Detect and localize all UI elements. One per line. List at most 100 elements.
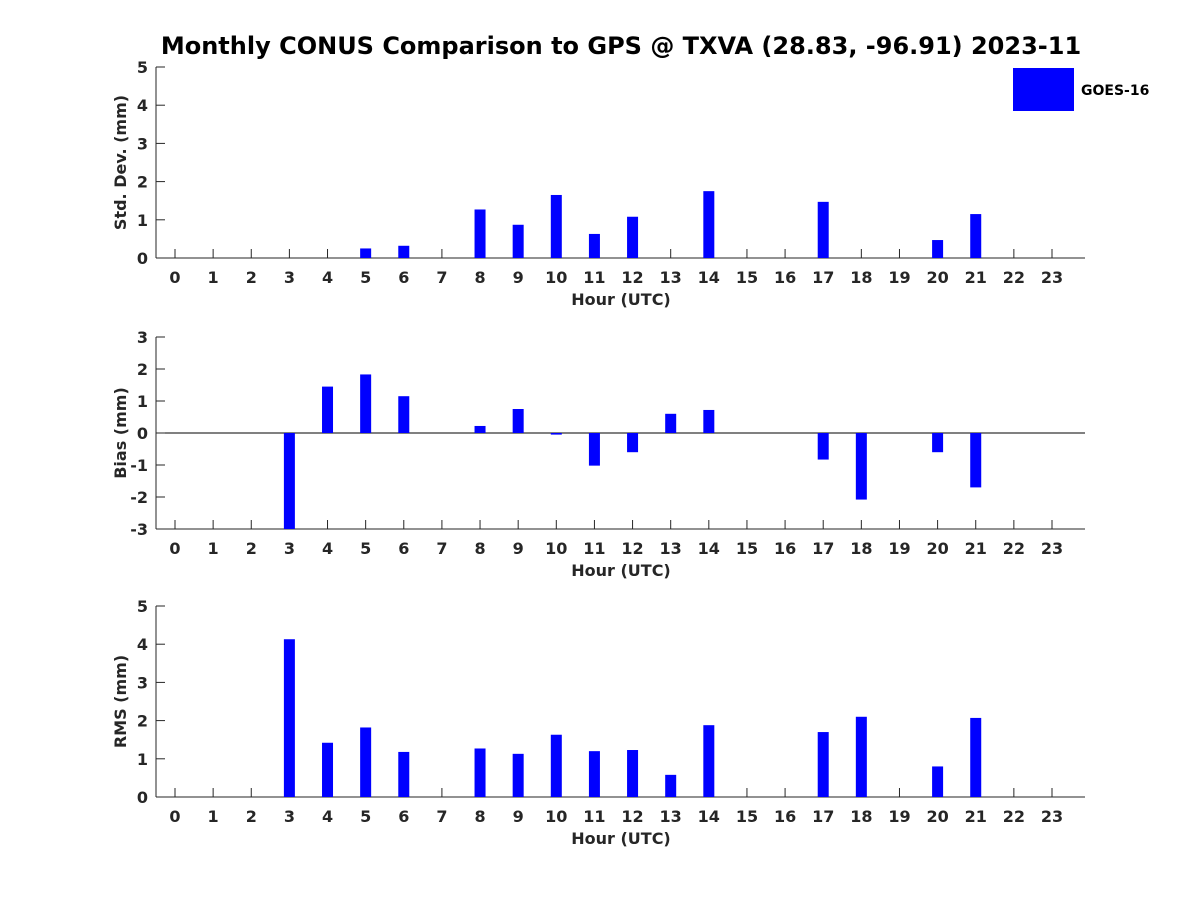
bar-hour-11 bbox=[588, 233, 600, 258]
bar-hour-17 bbox=[817, 201, 829, 258]
x-tick-label: 9 bbox=[513, 807, 524, 826]
x-tick-label: 16 bbox=[774, 807, 796, 826]
x-tick-label: 9 bbox=[513, 268, 524, 287]
x-tick-label: 2 bbox=[246, 807, 257, 826]
x-tick-label: 9 bbox=[513, 539, 524, 558]
x-tick-label: 0 bbox=[169, 539, 180, 558]
x-tick-label: 15 bbox=[736, 268, 758, 287]
x-tick-label: 5 bbox=[360, 539, 371, 558]
x-tick-label: 20 bbox=[926, 268, 948, 287]
x-tick-label: 13 bbox=[660, 807, 682, 826]
x-tick-label: 17 bbox=[812, 539, 834, 558]
bar-hour-17 bbox=[817, 433, 829, 460]
y-tick-label: 0 bbox=[137, 424, 148, 443]
bar-hour-6 bbox=[398, 245, 410, 258]
x-tick-label: 19 bbox=[888, 539, 910, 558]
bar-hour-8 bbox=[474, 209, 486, 258]
x-tick-label: 14 bbox=[698, 268, 720, 287]
chart-title: Monthly CONUS Comparison to GPS @ TXVA (… bbox=[161, 32, 1081, 60]
x-tick-label: 17 bbox=[812, 807, 834, 826]
y-tick-label: 2 bbox=[137, 173, 148, 192]
bar-hour-14 bbox=[703, 409, 715, 433]
bar-hour-21 bbox=[970, 214, 982, 258]
x-tick-label: 21 bbox=[965, 807, 987, 826]
bar-hour-9 bbox=[512, 224, 524, 258]
y-axis-label: Std. Dev. (mm) bbox=[111, 95, 130, 230]
bar-hour-5 bbox=[360, 727, 372, 797]
x-tick-label: 22 bbox=[1003, 268, 1025, 287]
x-tick-label: 3 bbox=[284, 539, 295, 558]
x-tick-label: 20 bbox=[926, 807, 948, 826]
x-tick-label: 10 bbox=[545, 539, 567, 558]
x-tick-label: 7 bbox=[436, 268, 447, 287]
x-tick-label: 10 bbox=[545, 807, 567, 826]
x-tick-label: 3 bbox=[284, 807, 295, 826]
x-tick-label: 1 bbox=[208, 807, 219, 826]
x-tick-label: 18 bbox=[850, 539, 872, 558]
bar-hour-5 bbox=[360, 374, 372, 433]
y-tick-label: 1 bbox=[137, 211, 148, 230]
x-tick-label: 12 bbox=[621, 539, 643, 558]
bar-hour-14 bbox=[703, 191, 715, 258]
x-tick-label: 11 bbox=[583, 268, 605, 287]
x-tick-label: 13 bbox=[660, 268, 682, 287]
x-tick-label: 22 bbox=[1003, 539, 1025, 558]
bar-hour-10 bbox=[550, 734, 562, 797]
x-tick-label: 18 bbox=[850, 268, 872, 287]
x-tick-label: 21 bbox=[965, 268, 987, 287]
bar-hour-21 bbox=[970, 717, 982, 797]
x-tick-label: 21 bbox=[965, 539, 987, 558]
legend-swatch bbox=[1013, 68, 1074, 111]
x-tick-label: 23 bbox=[1041, 268, 1063, 287]
legend: GOES-16 bbox=[1013, 68, 1149, 111]
bar-hour-12 bbox=[627, 433, 639, 453]
y-tick-label: -2 bbox=[130, 488, 148, 507]
bar-hour-18 bbox=[855, 433, 867, 500]
x-tick-label: 11 bbox=[583, 807, 605, 826]
bar-hour-12 bbox=[627, 750, 639, 797]
bar-hour-14 bbox=[703, 725, 715, 797]
bar-hour-9 bbox=[512, 753, 524, 797]
x-tick-label: 23 bbox=[1041, 539, 1063, 558]
bar-hour-3 bbox=[283, 433, 295, 529]
y-tick-label: 1 bbox=[137, 392, 148, 411]
bar-hour-18 bbox=[855, 716, 867, 797]
x-tick-label: 18 bbox=[850, 807, 872, 826]
bar-hour-20 bbox=[932, 433, 944, 453]
x-tick-label: 6 bbox=[398, 807, 409, 826]
y-tick-label: 3 bbox=[137, 673, 148, 692]
y-tick-label: 2 bbox=[137, 712, 148, 731]
bar-hour-9 bbox=[512, 409, 524, 433]
y-tick-label: 4 bbox=[137, 96, 148, 115]
x-tick-label: 14 bbox=[698, 807, 720, 826]
x-tick-label: 16 bbox=[774, 268, 796, 287]
x-tick-label: 7 bbox=[436, 807, 447, 826]
y-tick-label: 3 bbox=[137, 134, 148, 153]
x-tick-label: 5 bbox=[360, 268, 371, 287]
bar-hour-10 bbox=[550, 194, 562, 258]
bar-hour-10 bbox=[550, 433, 562, 435]
x-tick-label: 4 bbox=[322, 807, 333, 826]
y-tick-label: 3 bbox=[137, 328, 148, 347]
x-tick-label: 4 bbox=[322, 539, 333, 558]
x-tick-label: 1 bbox=[208, 268, 219, 287]
y-tick-label: 0 bbox=[137, 249, 148, 268]
bar-hour-5 bbox=[360, 248, 372, 258]
x-tick-label: 6 bbox=[398, 268, 409, 287]
y-tick-label: 1 bbox=[137, 750, 148, 769]
x-tick-label: 2 bbox=[246, 539, 257, 558]
x-tick-label: 8 bbox=[474, 268, 485, 287]
y-tick-label: -1 bbox=[130, 456, 148, 475]
bar-hour-20 bbox=[932, 766, 944, 797]
bar-hour-4 bbox=[322, 742, 334, 797]
bar-hour-6 bbox=[398, 396, 410, 433]
bar-hour-20 bbox=[932, 240, 944, 258]
bar-hour-13 bbox=[665, 774, 677, 797]
x-tick-label: 8 bbox=[474, 539, 485, 558]
x-tick-label: 19 bbox=[888, 268, 910, 287]
